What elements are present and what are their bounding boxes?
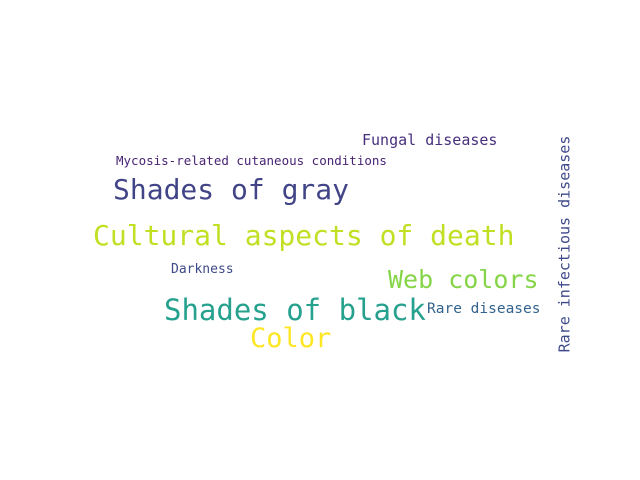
word-rare-infectious-diseases: Rare infectious diseases [555, 135, 574, 353]
word-fungal-diseases: Fungal diseases [362, 131, 498, 149]
word-mycosis-related-cutaneous-conditions: Mycosis-related cutaneous conditions [116, 153, 387, 168]
word-web-colors: Web colors [388, 265, 539, 294]
word-shades-of-gray: Shades of gray [113, 173, 350, 206]
word-color: Color [250, 323, 332, 354]
word-shades-of-black: Shades of black [164, 293, 426, 327]
word-rare-diseases: Rare diseases [427, 301, 541, 317]
word-cultural-aspects-of-death: Cultural aspects of death [93, 219, 515, 252]
word-darkness: Darkness [171, 262, 234, 277]
